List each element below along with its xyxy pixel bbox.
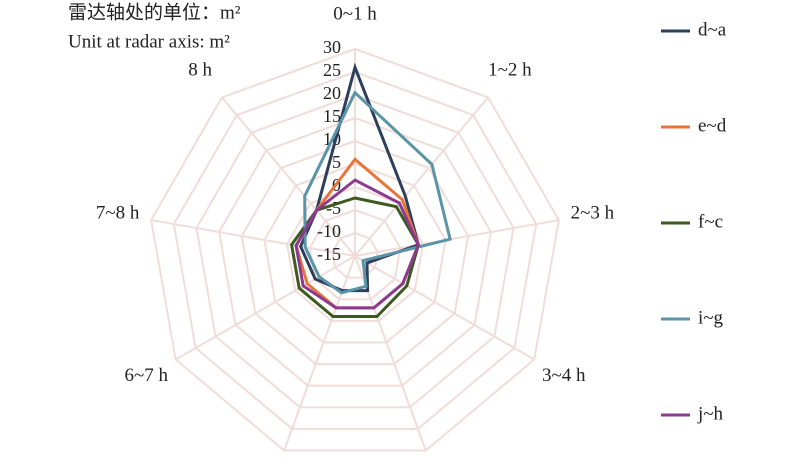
axis-label: 8 h bbox=[188, 60, 212, 81]
grid-ring bbox=[308, 208, 402, 301]
tick-label: 25 bbox=[323, 60, 341, 80]
axis-label: 7~8 h bbox=[96, 203, 140, 224]
tick-label: -15 bbox=[317, 244, 341, 264]
legend-label: j~h bbox=[697, 403, 724, 424]
spoke bbox=[354, 96, 489, 257]
legend-label: d~a bbox=[698, 19, 727, 40]
series-line bbox=[294, 178, 421, 310]
axis-label: 1~2 h bbox=[488, 60, 532, 81]
grid-ring bbox=[240, 139, 470, 366]
grid-ring bbox=[263, 162, 447, 344]
spoke bbox=[354, 219, 560, 257]
axis-label: 3~4 h bbox=[542, 365, 586, 386]
tick-label: 5 bbox=[332, 152, 341, 172]
legend-label: f~c bbox=[698, 211, 723, 232]
grid-ring bbox=[331, 231, 379, 279]
axis-label: 6~7 h bbox=[125, 365, 169, 386]
spoke bbox=[354, 255, 535, 361]
chart-subtitle: Unit at radar axis: m² bbox=[68, 31, 230, 52]
grid-ring bbox=[150, 47, 560, 452]
tick-label: 30 bbox=[323, 37, 341, 57]
axis-label: 4~5 h bbox=[416, 471, 460, 473]
chart-title: 雷达轴处的单位：m² bbox=[68, 1, 241, 23]
grid-ring bbox=[218, 116, 492, 387]
grid-ring bbox=[195, 93, 515, 409]
legend-label: e~d bbox=[698, 115, 727, 136]
axis-label: 0~1 h bbox=[333, 3, 377, 24]
tick-label: -10 bbox=[317, 221, 341, 241]
legend-label: i~g bbox=[698, 307, 724, 328]
tick-label: 15 bbox=[323, 106, 341, 126]
spoke bbox=[283, 255, 356, 451]
spoke bbox=[175, 255, 356, 361]
grid-ring bbox=[172, 70, 538, 430]
spoke bbox=[150, 219, 356, 257]
axis-label: 5~6 h bbox=[251, 471, 295, 473]
tick-label: 20 bbox=[323, 83, 341, 103]
axis-label: 2~3 h bbox=[571, 203, 615, 224]
spoke bbox=[221, 96, 356, 257]
series-line bbox=[303, 90, 452, 295]
